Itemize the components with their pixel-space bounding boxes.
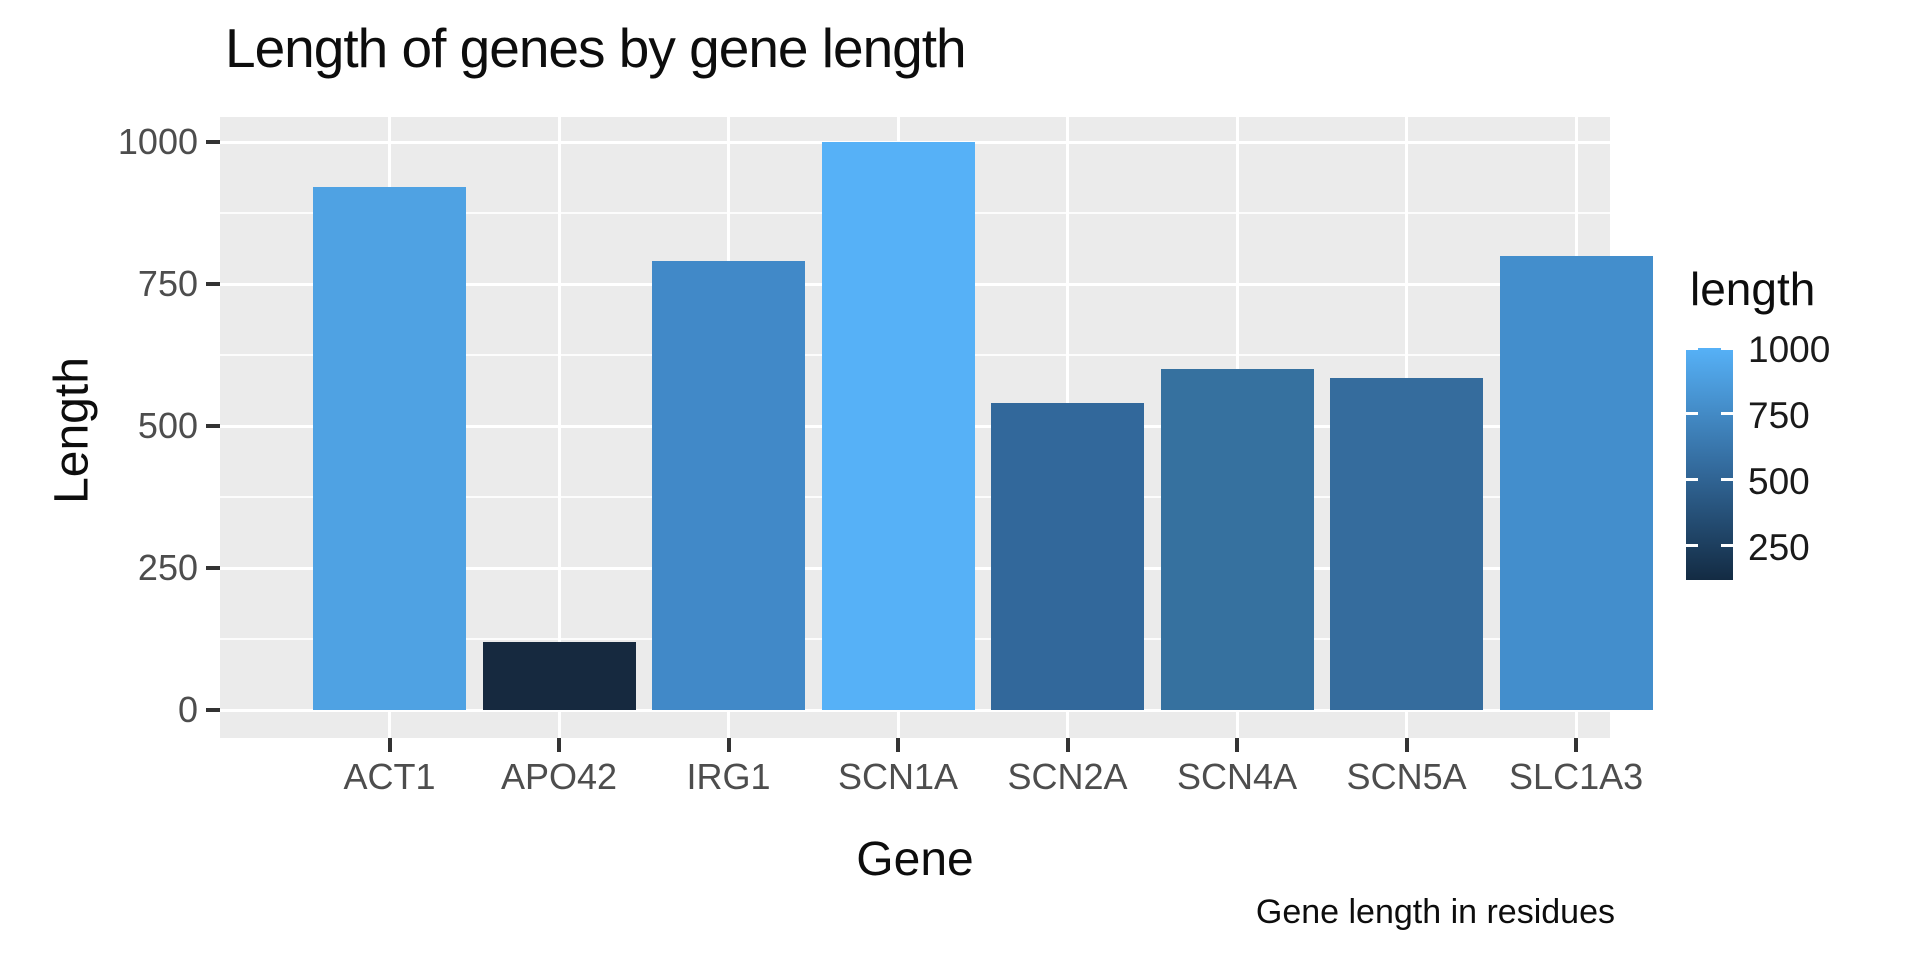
- y-tick-label: 1000: [117, 121, 198, 162]
- legend-tick-label: 1000: [1748, 329, 1831, 370]
- x-tick-mark: [387, 738, 392, 752]
- x-tick-mark: [726, 738, 731, 752]
- y-tick-label: 250: [137, 547, 198, 588]
- y-tick-label: 750: [137, 263, 198, 304]
- bar-act1: [313, 187, 466, 710]
- x-axis-title: Gene: [856, 833, 974, 886]
- x-tick-label: SCN5A: [1346, 756, 1467, 797]
- x-tick-mark: [557, 738, 562, 752]
- bar-apo42: [483, 642, 636, 710]
- legend-tick-mark: [1721, 544, 1733, 548]
- legend-tick-mark: [1686, 346, 1698, 350]
- y-tick-label: 500: [137, 405, 198, 446]
- y-tick-mark: [206, 566, 220, 570]
- x-tick-mark: [1065, 738, 1070, 752]
- legend-tick-label: 750: [1748, 394, 1810, 436]
- caption: Gene length in residues: [1255, 893, 1615, 931]
- x-tick-mark: [1574, 738, 1579, 752]
- y-tick-mark: [206, 140, 220, 144]
- x-tick-label: SLC1A3: [1509, 756, 1644, 797]
- bar-irg1: [652, 261, 805, 710]
- plot-panel: [206, 117, 1653, 752]
- bar-scn4a: [1161, 369, 1314, 710]
- y-tick-label: 0: [177, 689, 198, 730]
- legend-tick-mark: [1721, 478, 1733, 482]
- x-tick-label: APO42: [500, 756, 618, 797]
- y-tick-mark: [206, 708, 220, 712]
- legend-tick-mark: [1686, 544, 1698, 548]
- x-tick-label: IRG1: [686, 756, 771, 797]
- chart-title: Length of genes by gene length: [225, 17, 967, 79]
- x-tick-mark: [896, 738, 901, 752]
- legend-tick-label: 250: [1748, 526, 1810, 568]
- x-tick-mark: [1404, 738, 1409, 752]
- legend-tick-label: 500: [1748, 460, 1810, 502]
- y-axis-title: Length: [45, 357, 99, 504]
- x-tick-label: SCN2A: [1007, 756, 1128, 797]
- y-tick-mark: [206, 282, 220, 286]
- legend-tick-mark: [1686, 478, 1698, 482]
- legend-tick-mark: [1686, 412, 1698, 416]
- legend-colorbar: [1686, 346, 1733, 580]
- y-tick-mark: [206, 424, 220, 428]
- bar-slc1a3: [1500, 256, 1653, 710]
- bar-scn1a: [822, 142, 975, 710]
- x-tick-label: SCN4A: [1177, 756, 1298, 797]
- vertical-gridline: [557, 117, 561, 738]
- x-tick-label: ACT1: [343, 756, 436, 797]
- legend-tick-mark: [1721, 346, 1733, 350]
- major-gridline: [220, 708, 1610, 712]
- legend-title: length: [1690, 263, 1816, 315]
- legend-tick-mark: [1721, 412, 1733, 416]
- x-tick-label: SCN1A: [838, 756, 959, 797]
- bar-scn2a: [991, 403, 1144, 710]
- x-tick-mark: [1235, 738, 1240, 752]
- bar-scn5a: [1330, 378, 1483, 710]
